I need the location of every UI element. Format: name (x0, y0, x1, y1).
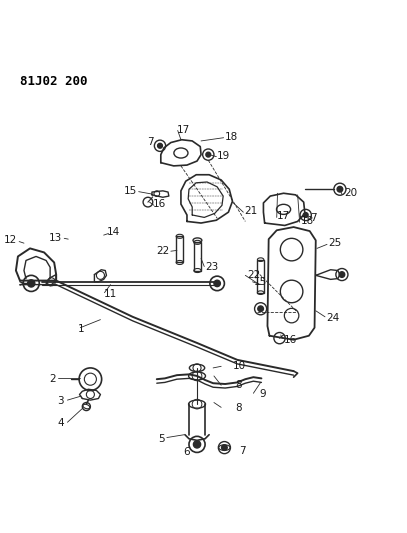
Circle shape (258, 306, 263, 312)
Text: 14: 14 (107, 227, 120, 237)
Text: 21: 21 (245, 206, 258, 216)
Text: 20: 20 (344, 188, 357, 198)
Text: 15: 15 (123, 186, 137, 196)
Text: 2: 2 (50, 374, 56, 384)
Text: 7: 7 (310, 213, 316, 223)
Text: 25: 25 (328, 238, 341, 248)
Text: 23: 23 (205, 262, 218, 272)
Text: 10: 10 (232, 361, 245, 372)
Text: 17: 17 (177, 125, 190, 135)
Text: 22: 22 (156, 246, 170, 256)
Text: 6: 6 (184, 447, 190, 457)
Bar (176, 236, 183, 262)
Text: 24: 24 (326, 313, 339, 323)
Circle shape (337, 187, 343, 192)
Circle shape (339, 272, 345, 277)
Circle shape (158, 143, 162, 148)
Text: 17: 17 (277, 211, 290, 221)
Text: 8: 8 (235, 403, 242, 413)
Text: 16: 16 (284, 335, 297, 345)
Bar (257, 260, 264, 293)
Text: 19: 19 (217, 151, 230, 161)
Text: 3: 3 (58, 397, 64, 406)
Text: 4: 4 (58, 418, 64, 429)
Circle shape (221, 445, 227, 450)
Text: 18: 18 (301, 216, 314, 227)
Text: 16: 16 (153, 199, 166, 209)
Circle shape (303, 213, 308, 217)
Circle shape (206, 152, 211, 157)
Text: 8: 8 (235, 380, 242, 390)
Text: 15: 15 (254, 277, 267, 287)
Circle shape (193, 441, 201, 448)
Text: 7: 7 (147, 137, 153, 147)
Text: 1: 1 (78, 324, 84, 334)
Text: 11: 11 (104, 289, 117, 299)
Circle shape (214, 280, 220, 287)
Text: 12: 12 (4, 236, 17, 245)
Text: 22: 22 (247, 270, 260, 280)
Bar (194, 243, 201, 271)
Text: 13: 13 (49, 232, 62, 243)
Text: 9: 9 (259, 390, 266, 399)
Text: 7: 7 (239, 446, 246, 456)
Text: 18: 18 (224, 132, 238, 142)
Text: 81J02 200: 81J02 200 (20, 75, 88, 88)
Circle shape (28, 280, 35, 287)
Text: 5: 5 (158, 434, 165, 444)
